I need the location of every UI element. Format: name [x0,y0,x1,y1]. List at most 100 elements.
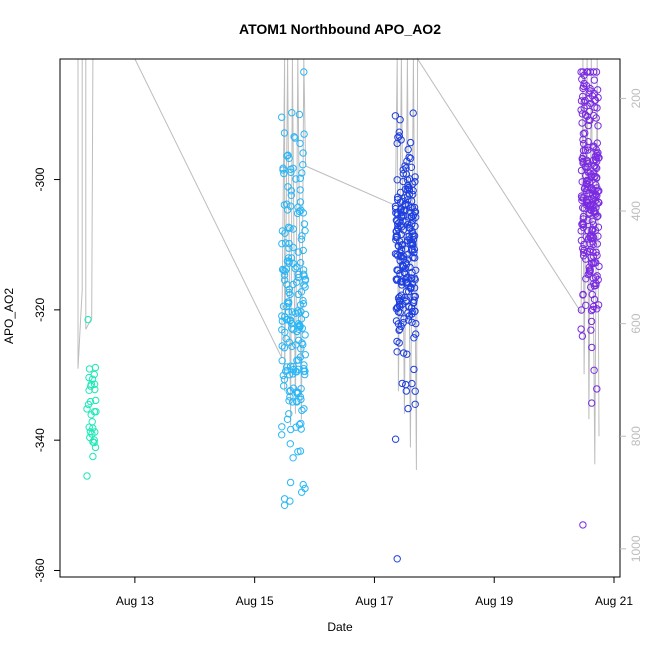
data-point [88,418,96,426]
data-point [409,240,417,248]
data-point [291,368,300,376]
data-point [579,215,587,223]
x-tick-label: Aug 13 [116,594,154,608]
data-point [299,149,307,157]
data-point [282,316,291,324]
data-point [409,253,417,262]
data-point [403,251,411,259]
data-point [592,196,600,205]
x-tick-label: Aug 15 [236,594,274,608]
data-point [401,218,409,226]
data-point [301,331,309,339]
data-point [392,205,400,213]
data-point [293,398,301,406]
data-point [299,300,308,308]
points-layer [83,68,603,563]
data-point [391,250,400,258]
data-point [586,68,594,76]
x-axis: Aug 13 Aug 15 Aug 17 Aug 19 Aug 21 [116,577,633,608]
data-point [400,349,408,357]
data-point [403,157,411,165]
data-point [280,276,289,284]
data-point [285,410,293,418]
data-point [392,317,401,325]
data-point [88,375,97,383]
data-point [395,339,403,347]
data-point [286,317,294,325]
data-point [287,324,296,332]
data-point [587,326,595,334]
data-point [299,340,307,349]
data-point [84,315,92,324]
data-point [284,298,292,306]
data-point [583,176,591,185]
data-point [590,89,599,98]
data-point [287,316,295,324]
data-point [282,367,290,375]
data-point [404,201,413,209]
data-point [589,259,597,267]
data-point [284,223,293,232]
data-point [587,231,595,239]
data-point [299,161,307,169]
data-point [396,188,405,197]
data-point [577,236,586,245]
data-point [588,399,596,407]
data-point [292,309,300,317]
data-point [587,171,595,179]
data-point [403,176,412,184]
data-point [593,153,601,162]
data-point [409,230,417,238]
data-point [287,168,295,177]
data-point [577,325,585,333]
data-point [400,268,408,277]
x-tick-label: Aug 21 [595,594,633,608]
y2-tick-label: 800 [629,426,643,446]
data-point [278,240,286,248]
data-point [593,104,601,112]
data-point [406,138,415,147]
data-point [85,423,93,431]
data-point [410,334,418,342]
data-point [577,68,585,76]
data-point [279,164,287,172]
data-point [289,454,297,462]
data-point [411,400,419,408]
data-point [296,198,305,206]
data-point [296,174,305,182]
data-point [92,396,100,405]
data-point [407,212,415,221]
data-point [579,223,588,232]
data-point [588,92,597,100]
data-point [398,379,406,388]
data-point [286,202,295,210]
data-point [585,266,594,274]
data-point [587,317,596,326]
data-point [90,380,99,388]
data-point [589,274,598,282]
data-point [396,293,404,301]
data-point [391,435,400,443]
data-point [283,415,292,423]
data-point [593,213,601,221]
data-point [283,303,291,311]
data-point [405,316,413,324]
data-point [292,341,300,349]
data-point [394,308,403,316]
data-point [410,365,418,374]
data-point [286,224,294,232]
data-point [578,75,586,84]
data-point [591,172,599,180]
data-point [578,332,587,340]
data-point [583,102,591,110]
data-point [283,152,291,160]
data-point [89,452,97,461]
data-point [579,521,587,529]
data-point [87,411,95,419]
x-tick-label: Aug 17 [355,594,393,608]
data-point [408,307,416,316]
data-point [297,235,306,244]
data-point [579,244,587,253]
data-point [280,344,289,352]
data-point [408,220,416,228]
